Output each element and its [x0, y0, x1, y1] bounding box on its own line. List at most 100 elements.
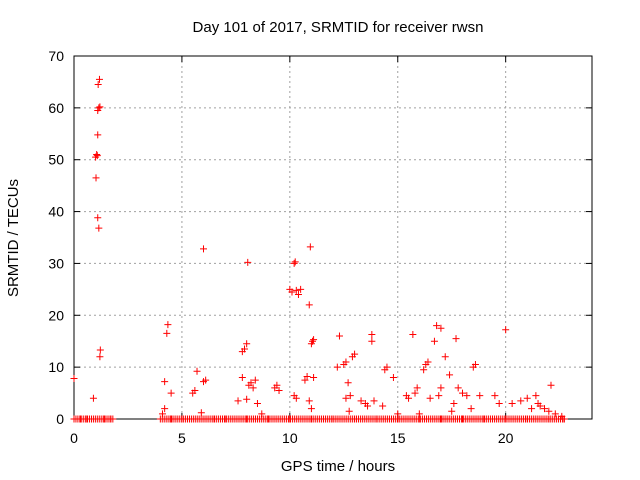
data-point — [446, 371, 454, 379]
y-axis-label: SRMTID / TECUs — [5, 179, 22, 297]
zero-data-point — [560, 415, 568, 423]
chart-title: Day 101 of 2017, SRMTID for receiver rws… — [193, 19, 484, 36]
data-point — [424, 358, 432, 366]
data-point — [346, 392, 354, 400]
data-point — [167, 389, 175, 397]
data-point — [202, 376, 210, 384]
x-tick-labels: 0 5 10 15 20 — [70, 430, 514, 446]
data-point — [96, 103, 104, 111]
axis-ticks — [73, 55, 592, 420]
data-point — [273, 381, 281, 389]
data-point — [433, 322, 441, 330]
data-point — [502, 326, 510, 334]
data-point — [448, 407, 456, 415]
data-point — [305, 397, 313, 405]
data-point — [335, 332, 343, 340]
data-point — [441, 353, 449, 361]
data-point — [405, 394, 413, 402]
data-point — [306, 243, 314, 251]
y-tick-label: 20 — [48, 307, 64, 323]
data-point — [95, 104, 103, 112]
zero-data-point — [109, 415, 117, 423]
data-point — [94, 131, 102, 139]
data-point — [238, 374, 246, 382]
data-point — [193, 367, 201, 375]
data-point — [93, 152, 101, 160]
data-point — [532, 392, 540, 400]
data-point — [459, 389, 466, 397]
data-point — [342, 394, 350, 402]
data-point — [288, 288, 296, 296]
data-point — [495, 399, 503, 407]
x-tick-label: 5 — [178, 430, 186, 446]
plot-frame — [73, 55, 593, 420]
x-tick-label: 0 — [70, 430, 78, 446]
data-point — [96, 346, 104, 354]
data-point — [92, 174, 100, 182]
data-point — [536, 402, 544, 410]
data-point — [251, 376, 259, 384]
x-tick-label: 15 — [390, 430, 406, 446]
data-point — [545, 407, 553, 415]
data-point — [508, 399, 516, 407]
y-tick-label: 50 — [48, 152, 64, 168]
grid-lines — [74, 56, 592, 419]
x-tick-label: 10 — [282, 430, 298, 446]
data-point — [450, 399, 458, 407]
data-point — [161, 405, 169, 413]
data-point — [249, 384, 257, 392]
data-point — [292, 286, 300, 294]
data-point — [370, 397, 378, 405]
data-point — [344, 379, 352, 387]
data-point — [541, 405, 549, 413]
data-point — [303, 372, 311, 380]
data-point — [454, 384, 462, 392]
data-point — [523, 394, 531, 402]
data-point — [364, 402, 372, 410]
data-point — [467, 405, 475, 413]
data-point — [95, 75, 103, 83]
data-point — [351, 350, 359, 358]
data-point — [243, 395, 251, 403]
data-point — [476, 392, 484, 400]
data-point — [89, 394, 97, 402]
data-point — [94, 81, 102, 89]
data-point — [93, 151, 101, 159]
data-point — [452, 335, 460, 343]
data-point — [389, 374, 397, 382]
y-tick-label: 10 — [48, 359, 64, 375]
data-point — [471, 361, 479, 369]
data-point — [191, 386, 199, 394]
data-point — [463, 392, 471, 400]
data-point — [345, 407, 353, 415]
data-point — [244, 258, 252, 266]
y-tick-label: 0 — [56, 411, 64, 427]
data-point — [547, 381, 555, 389]
data-point — [96, 353, 104, 361]
data-point — [241, 345, 249, 353]
data-point — [430, 337, 438, 345]
data-point — [409, 330, 417, 338]
data-point — [94, 214, 102, 222]
data-point — [491, 392, 499, 400]
data-point — [247, 379, 255, 387]
data-point — [551, 410, 559, 418]
data-point — [234, 397, 242, 405]
data-point — [379, 402, 387, 410]
data-point — [297, 285, 305, 293]
data-point — [163, 329, 171, 337]
data-point — [294, 291, 302, 299]
y-tick-label: 30 — [48, 255, 64, 271]
data-point — [411, 389, 419, 397]
data-point — [291, 258, 299, 266]
data-point — [437, 384, 445, 392]
data-point — [290, 259, 298, 267]
data-point — [517, 397, 525, 405]
data-point — [70, 375, 78, 383]
y-tick-labels: 0 10 20 30 40 50 60 70 — [48, 48, 64, 427]
y-tick-label: 70 — [48, 48, 64, 64]
y-tick-label: 60 — [48, 100, 64, 116]
data-point — [161, 378, 169, 386]
data-point — [383, 363, 391, 371]
